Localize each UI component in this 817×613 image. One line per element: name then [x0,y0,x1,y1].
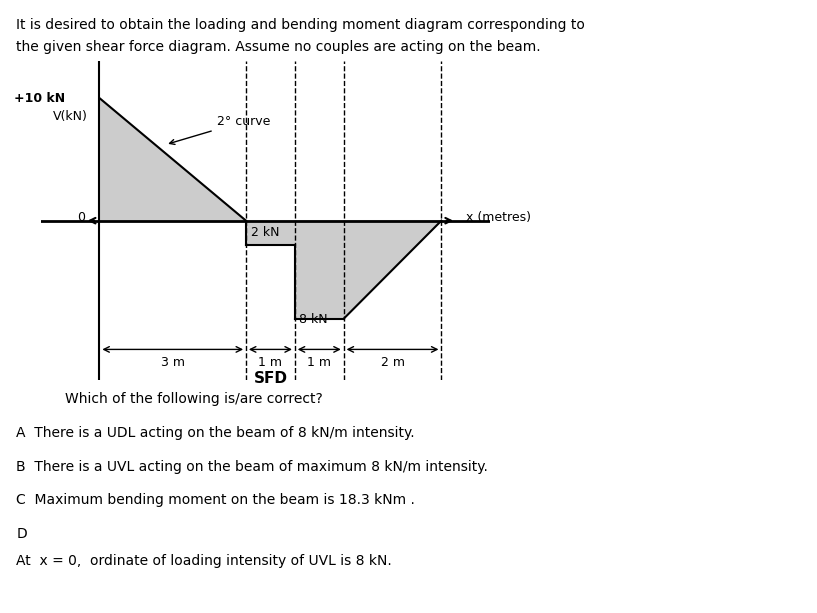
Text: It is desired to obtain the loading and bending moment diagram corresponding to: It is desired to obtain the loading and … [16,18,585,32]
Text: Which of the following is/are correct?: Which of the following is/are correct? [65,392,323,406]
Text: C  Maximum bending moment on the beam is 18.3 kNm .: C Maximum bending moment on the beam is … [16,493,415,508]
Text: the given shear force diagram. Assume no couples are acting on the beam.: the given shear force diagram. Assume no… [16,40,541,54]
Text: D: D [16,527,27,541]
Text: 3 m: 3 m [161,356,185,368]
Text: A  There is a UDL acting on the beam of 8 kN/m intensity.: A There is a UDL acting on the beam of 8… [16,426,415,440]
Text: SFD: SFD [253,371,288,386]
Text: 8 kN: 8 kN [299,313,328,326]
Polygon shape [246,221,441,319]
Polygon shape [100,98,246,221]
Text: 2 m: 2 m [381,356,404,368]
Text: 1 m: 1 m [307,356,331,368]
Text: 2° curve: 2° curve [170,115,270,145]
Text: 1 m: 1 m [258,356,283,368]
Text: B  There is a UVL acting on the beam of maximum 8 kN/m intensity.: B There is a UVL acting on the beam of m… [16,460,489,474]
Text: +10 kN: +10 kN [14,91,65,105]
Text: V(kN): V(kN) [53,110,87,123]
Text: 0: 0 [77,210,85,224]
Text: 2 kN: 2 kN [251,226,279,240]
Text: x (metres): x (metres) [466,210,531,224]
Text: At  x = 0,  ordinate of loading intensity of UVL is 8 kN.: At x = 0, ordinate of loading intensity … [16,554,392,568]
